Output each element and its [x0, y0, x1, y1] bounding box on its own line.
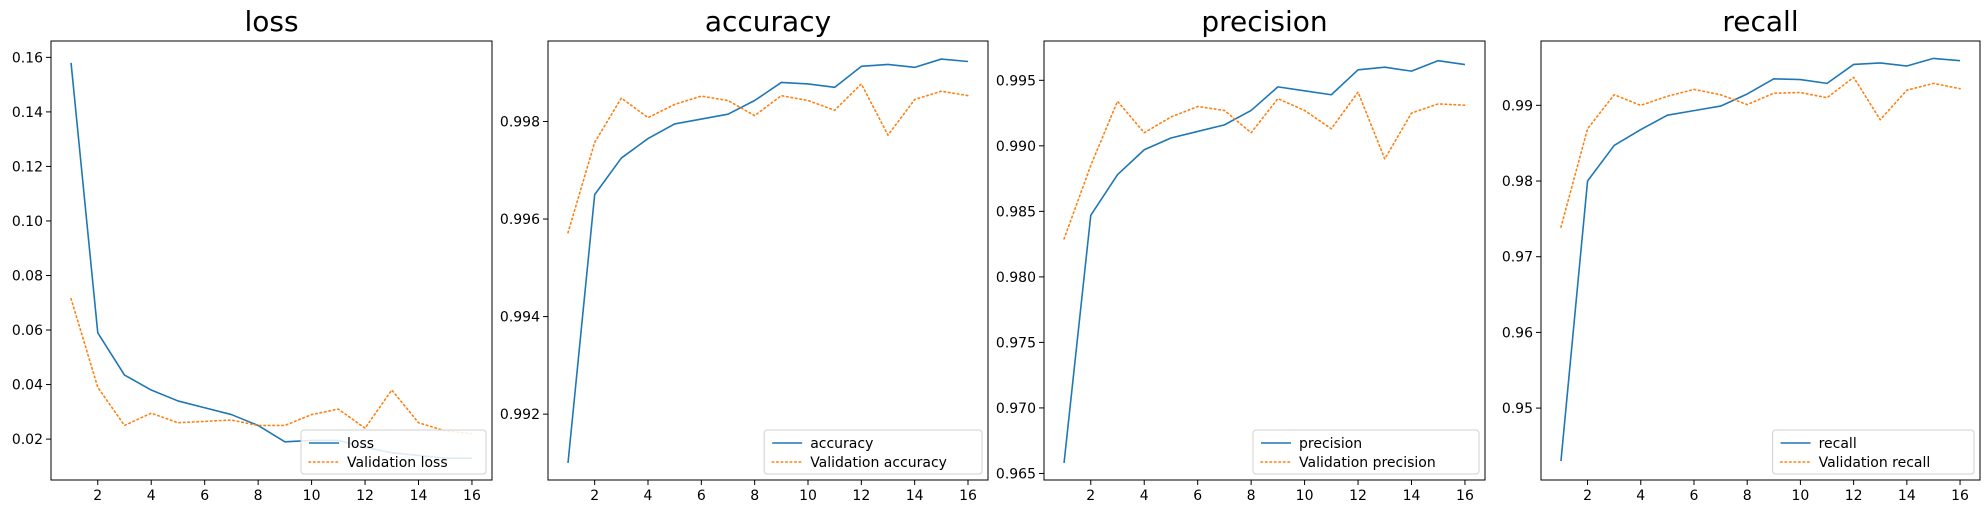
x-tick-label: 6 — [1193, 488, 1202, 504]
x-tick-label: 2 — [1086, 488, 1095, 504]
y-tick-label: 0.98 — [1502, 174, 1533, 190]
plot-frame — [1540, 40, 1981, 481]
x-tick-label: 8 — [1247, 488, 1256, 504]
legend: accuracy Validation accuracy — [763, 429, 983, 475]
x-tick-label: 6 — [697, 488, 706, 504]
x-tick-label: 12 — [852, 488, 870, 504]
chart-title: recall — [1722, 5, 1798, 38]
y-tick-label: 0.14 — [12, 105, 43, 121]
y-tick-label: 0.980 — [996, 270, 1036, 286]
legend-label: Validation precision — [1299, 455, 1436, 471]
chart-panel-accuracy: accuracy 2 4 6 8 10 12 14 16 0.992 0.994 0.996 0.998… — [500, 5, 989, 504]
y-tick-label: 0.992 — [500, 407, 540, 423]
series-line-train — [567, 58, 969, 464]
series-line-train — [1063, 59, 1466, 464]
series-line-validation — [1063, 91, 1466, 240]
series-line-train — [1560, 57, 1961, 462]
x-tick-label: 8 — [750, 488, 759, 504]
x-tick-label: 10 — [799, 488, 817, 504]
y-tick-label: 0.02 — [12, 432, 43, 448]
x-tick-label: 2 — [93, 488, 102, 504]
chart-panel-recall: recall 2 4 6 8 10 12 14 16 0.95 0.96 0.97 0.98 0.99 re… — [1502, 5, 1981, 504]
x-tick-label: 8 — [1743, 488, 1752, 504]
y-tick-label: 0.12 — [12, 159, 43, 175]
y-tick-label: 0.965 — [996, 466, 1036, 482]
y-tick-label: 0.985 — [996, 204, 1036, 220]
legend: loss Validation loss — [300, 429, 487, 475]
y-tick-label: 0.04 — [12, 378, 43, 394]
x-tick-label: 6 — [200, 488, 209, 504]
x-tick-label: 4 — [1636, 488, 1645, 504]
legend: precision Validation precision — [1252, 429, 1480, 475]
x-tick-label: 16 — [959, 488, 977, 504]
x-tick-label: 8 — [254, 488, 263, 504]
plot-frame — [547, 40, 989, 481]
legend-label: loss — [347, 436, 374, 452]
x-tick-label: 14 — [1403, 488, 1421, 504]
y-tick-label: 0.998 — [500, 114, 540, 130]
y-tick-label: 0.95 — [1502, 401, 1533, 417]
y-tick-label: 0.10 — [12, 214, 43, 230]
legend-label: Validation accuracy — [810, 455, 947, 471]
y-tick-label: 0.990 — [996, 139, 1036, 155]
x-tick-label: 14 — [410, 488, 428, 504]
legend-box — [763, 429, 983, 475]
y-tick-label: 0.970 — [996, 401, 1036, 417]
y-tick-label: 0.16 — [12, 50, 43, 66]
x-tick-label: 16 — [1456, 488, 1474, 504]
x-tick-label: 4 — [147, 488, 156, 504]
x-tick-label: 4 — [1140, 488, 1149, 504]
chart-panel-loss: loss 2 4 6 8 10 12 14 16 0.02 0.04 0.06 0.08 0.10 0.12… — [12, 5, 493, 504]
x-tick-label: 16 — [1951, 488, 1969, 504]
x-tick-label: 10 — [303, 488, 321, 504]
chart-title: precision — [1201, 5, 1327, 38]
legend-label: Validation loss — [347, 455, 448, 471]
y-tick-label: 0.96 — [1502, 325, 1533, 341]
x-tick-label: 10 — [1791, 488, 1809, 504]
y-tick-label: 0.97 — [1502, 250, 1533, 266]
chart-title: loss — [244, 5, 298, 38]
y-tick-label: 0.996 — [500, 212, 540, 228]
legend: recall Validation recall — [1772, 429, 1975, 475]
legend-label: recall — [1819, 436, 1857, 452]
x-tick-label: 14 — [1898, 488, 1916, 504]
y-tick-label: 0.994 — [500, 310, 540, 326]
x-tick-label: 12 — [356, 488, 374, 504]
y-tick-label: 0.06 — [12, 323, 43, 339]
x-tick-label: 2 — [1583, 488, 1592, 504]
chart-panel-precision: precision 2 4 6 8 10 12 14 16 0.965 0.970 0.975 0.98… — [996, 5, 1486, 504]
x-tick-label: 4 — [644, 488, 653, 504]
x-tick-label: 6 — [1690, 488, 1699, 504]
legend-label: precision — [1299, 436, 1362, 452]
legend-box — [300, 429, 487, 475]
series-line-validation — [567, 83, 969, 234]
x-tick-label: 12 — [1845, 488, 1863, 504]
x-tick-label: 16 — [463, 488, 481, 504]
plot-frame — [50, 40, 493, 481]
y-tick-label: 0.99 — [1502, 98, 1533, 114]
legend-label: Validation recall — [1819, 455, 1931, 471]
y-tick-label: 0.08 — [12, 268, 43, 284]
legend-label: accuracy — [810, 436, 873, 452]
plot-frame — [1043, 40, 1486, 481]
y-tick-label: 0.975 — [996, 335, 1036, 351]
series-line-validation — [70, 297, 473, 435]
x-tick-label: 12 — [1349, 488, 1367, 504]
legend-box — [1772, 429, 1975, 475]
legend-box — [1252, 429, 1480, 475]
chart-title: accuracy — [705, 5, 831, 38]
series-line-validation — [1560, 76, 1961, 228]
series-line-train — [70, 62, 472, 459]
x-tick-label: 14 — [906, 488, 924, 504]
x-tick-label: 2 — [590, 488, 599, 504]
y-tick-label: 0.995 — [996, 73, 1036, 89]
x-tick-label: 10 — [1296, 488, 1314, 504]
